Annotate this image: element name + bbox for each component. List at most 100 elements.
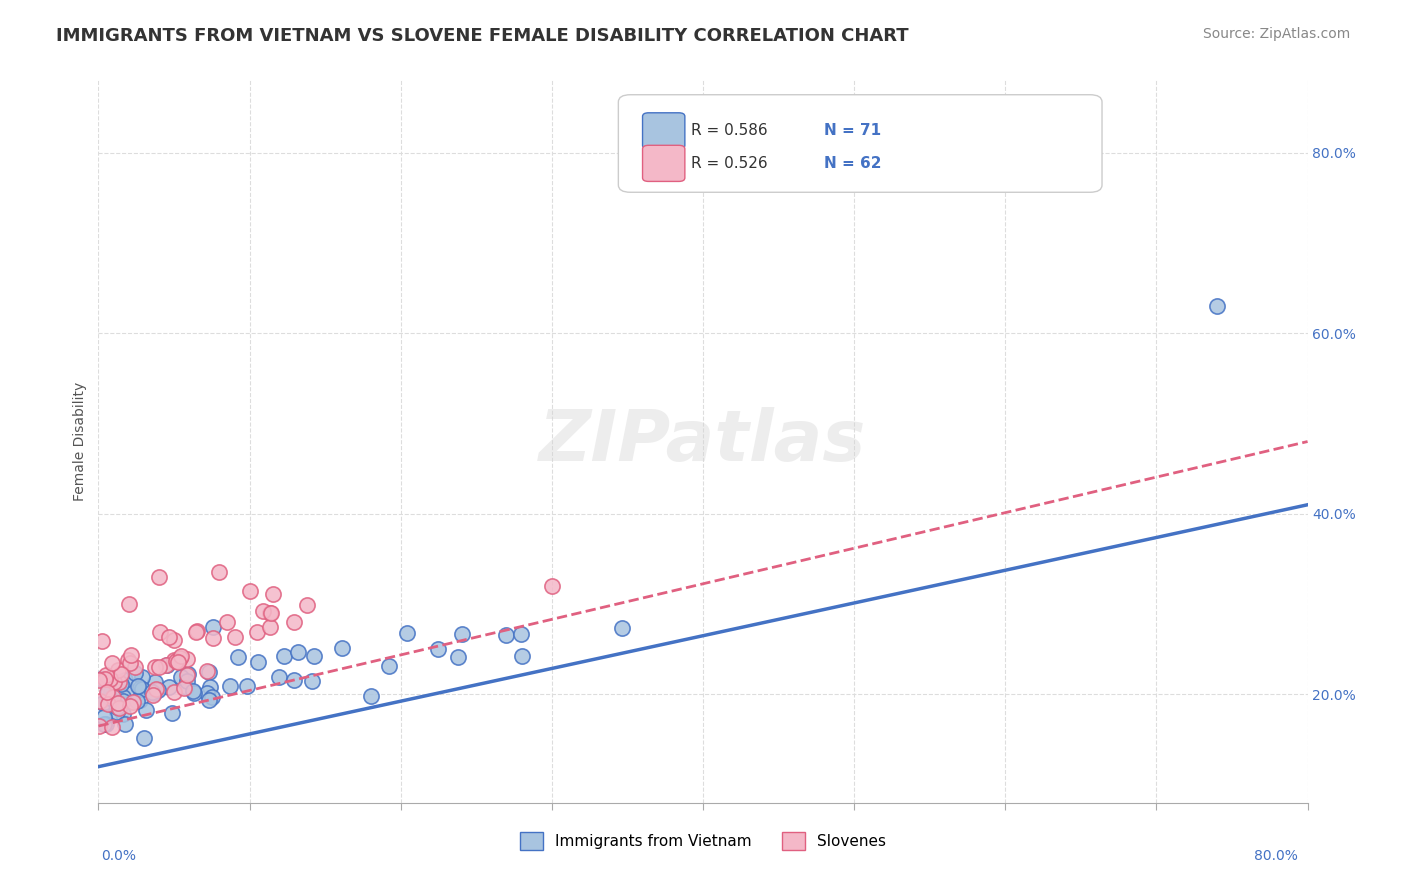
Point [301,674,323,689]
Point [131,681,153,696]
Point [107,663,129,677]
Point [377,658,399,673]
Point [98,691,121,706]
Point [195,664,218,678]
Point [91,696,114,710]
Point [186,624,208,638]
Point [100,657,122,671]
Point [273,649,295,664]
Point [111,706,134,721]
Point [201,620,224,634]
Point [612,621,634,635]
Point [120,648,142,662]
Point [169,651,191,665]
Point [1206,299,1229,313]
Point [87,719,110,733]
Point [96,697,118,711]
Point [143,674,166,689]
Point [226,650,249,665]
Point [252,604,274,618]
Text: IMMIGRANTS FROM VIETNAM VS SLOVENE FEMALE DISABILITY CORRELATION CHART: IMMIGRANTS FROM VIETNAM VS SLOVENE FEMAL… [56,27,908,45]
Point [246,656,269,670]
Point [183,686,205,700]
Point [96,695,118,709]
Point [176,667,198,681]
Point [160,706,183,721]
Text: R = 0.586: R = 0.586 [690,123,768,138]
Point [108,693,131,707]
FancyBboxPatch shape [643,145,685,181]
Point [94,667,117,681]
Point [181,683,204,698]
Point [108,701,131,715]
Point [170,648,193,663]
Point [287,645,309,659]
Point [200,690,222,705]
Point [146,682,169,697]
Point [111,690,134,705]
Point [118,699,141,714]
Point [107,696,129,710]
Point [110,677,132,691]
Point [186,625,208,640]
Point [125,694,148,708]
Point [135,702,157,716]
Point [108,674,131,689]
Point [174,680,197,694]
Point [156,657,179,672]
Point [540,579,562,593]
Point [90,633,112,648]
Point [283,615,305,629]
Point [112,694,135,708]
Point [108,700,131,714]
Point [236,679,259,693]
FancyBboxPatch shape [619,95,1102,193]
Point [163,632,186,647]
Point [360,689,382,703]
Point [97,685,120,699]
Point [215,615,238,630]
Point [201,631,224,645]
Point [155,657,177,672]
Point [129,681,152,695]
Point [132,731,155,745]
Legend: Immigrants from Vietnam, Slovenes: Immigrants from Vietnam, Slovenes [513,826,893,856]
Point [131,670,153,684]
Point [218,679,240,693]
Point [105,699,128,714]
Point [101,690,124,704]
Text: ZIPatlas: ZIPatlas [540,407,866,476]
Point [262,587,284,601]
Point [96,685,118,699]
Point [166,654,188,668]
Point [149,625,172,640]
Point [103,695,125,709]
Point [447,650,470,665]
Point [124,665,146,680]
Point [93,716,115,731]
Text: Source: ZipAtlas.com: Source: ZipAtlas.com [1202,27,1350,41]
Point [224,630,246,644]
Point [118,656,141,670]
Point [451,627,474,641]
Point [173,681,195,696]
Point [330,640,353,655]
Point [89,694,111,708]
Point [495,628,517,642]
Point [148,570,170,584]
Text: N = 71: N = 71 [824,123,882,138]
Point [267,670,290,684]
Point [145,681,167,696]
Point [93,709,115,723]
Text: N = 62: N = 62 [824,156,882,171]
Point [117,683,139,698]
Point [509,627,531,641]
Y-axis label: Female Disability: Female Disability [73,382,87,501]
Point [157,630,180,644]
Point [87,673,110,687]
Point [100,720,122,734]
Point [100,685,122,699]
Point [114,673,136,688]
Point [170,670,193,684]
Point [198,665,221,679]
